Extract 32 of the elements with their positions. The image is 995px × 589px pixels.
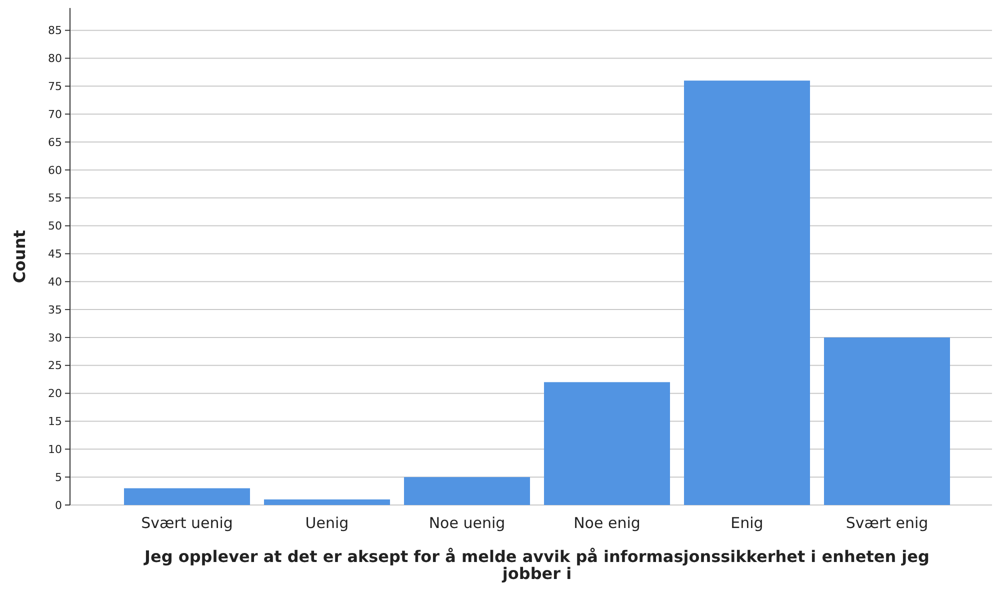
x-tick-label: Svært enig <box>846 514 928 532</box>
x-tick-label: Enig <box>730 514 764 532</box>
y-tick-label: 5 <box>55 470 62 484</box>
bar <box>124 488 250 505</box>
y-tick-label: 0 <box>55 498 62 512</box>
x-tick-label: Noe uenig <box>428 514 506 532</box>
y-tick-label: 50 <box>48 220 62 233</box>
y-tick-label: 55 <box>48 192 62 205</box>
y-tick-label: 45 <box>48 248 62 261</box>
y-tick-label: 80 <box>48 52 62 66</box>
bar <box>404 477 530 505</box>
x-tick-label: Noe enig <box>574 514 640 532</box>
bar <box>544 382 670 505</box>
x-tick-label: Uenig <box>305 514 349 532</box>
y-tick-label: 20 <box>48 387 62 400</box>
x-tick-label: Svært uenig <box>141 514 233 532</box>
bar <box>264 499 390 505</box>
x-axis-title: Jeg opplever at det er aksept for å melde avvik på informasjonssikkerhet i enheten jeg jobber i <box>144 547 930 583</box>
y-tick-label: 15 <box>48 415 62 428</box>
y-tick-label: 65 <box>48 136 62 149</box>
y-axis-title: Count <box>10 230 29 284</box>
y-tick-label: 75 <box>48 80 62 94</box>
y-tick-label: 35 <box>48 303 62 316</box>
y-tick-label: 60 <box>48 164 62 177</box>
y-tick-label: 30 <box>48 331 62 344</box>
y-tick-label: 85 <box>48 24 62 38</box>
y-tick-label: 10 <box>48 443 62 456</box>
y-tick-label: 25 <box>48 359 62 372</box>
y-tick-label: 40 <box>48 275 62 288</box>
bar <box>824 337 950 505</box>
bar <box>684 80 810 505</box>
y-tick-label: 70 <box>48 108 62 121</box>
